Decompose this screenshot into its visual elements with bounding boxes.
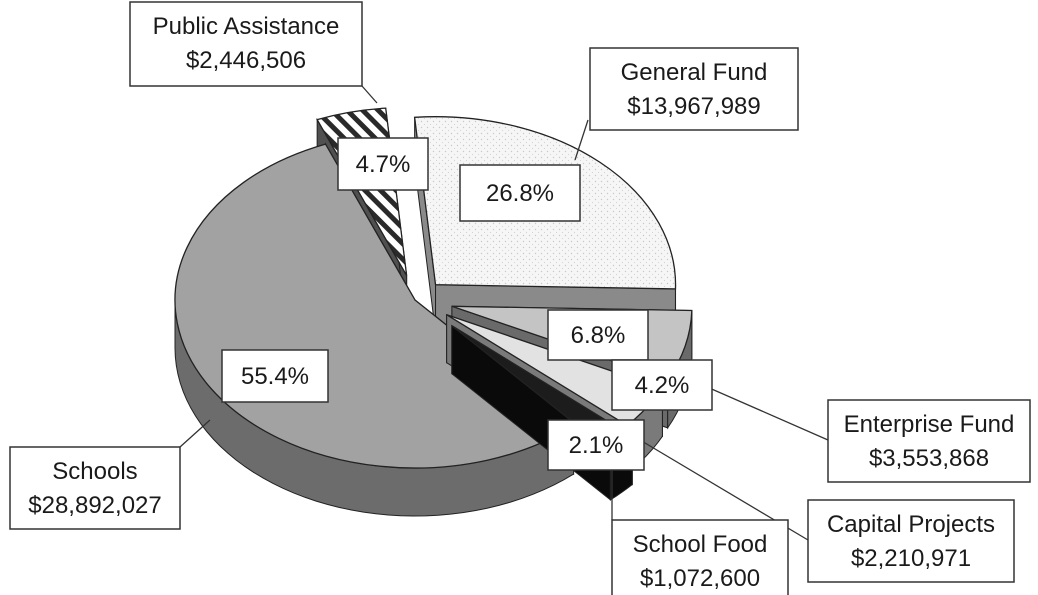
labels-school-food: 2.1% School Food $1,072,600: [547, 419, 789, 595]
leader-line-schools: [179, 419, 211, 448]
slice-name-schools: Schools: [52, 458, 137, 485]
name-box-capital-projects: [807, 499, 1015, 583]
labels-general-fund: 26.8% General Fund $13,967,989: [459, 47, 799, 222]
percent-label-public-assistance: 4.7%: [356, 151, 411, 178]
percent-box-capital-projects: [611, 359, 713, 411]
name-box-enterprise-fund: [827, 399, 1031, 483]
slice-name-capital-projects: Capital Projects: [827, 511, 995, 538]
labels-schools: 55.4% Schools $28,892,027: [9, 349, 329, 530]
percent-label-schools: 55.4%: [241, 363, 309, 390]
slice-amount-public-assistance: $2,446,506: [186, 47, 306, 74]
slice-amount-capital-projects: $2,210,971: [851, 545, 971, 572]
leader-line-public-assistance: [361, 85, 378, 104]
percent-label-capital-projects: 4.2%: [635, 372, 690, 399]
leader-line-general-fund: [574, 119, 589, 161]
slice-amount-enterprise-fund: $3,553,868: [869, 445, 989, 472]
slice-amount-schools: $28,892,027: [28, 492, 161, 519]
percent-box-schools: [221, 349, 329, 403]
name-box-general-fund: [589, 47, 799, 131]
percent-box-public-assistance: [337, 137, 429, 191]
percent-box-school-food: [547, 419, 645, 471]
slice-name-public-assistance: Public Assistance: [153, 13, 340, 40]
slice-name-general-fund: General Fund: [621, 59, 768, 86]
slice-name-school-food: School Food: [633, 531, 768, 558]
percent-label-general-fund: 26.8%: [486, 180, 554, 207]
slice-amount-general-fund: $13,967,989: [627, 93, 760, 120]
labels-enterprise-fund: 6.8% Enterprise Fund $3,553,868: [547, 309, 1031, 483]
labels-capital-projects: 4.2% Capital Projects $2,210,971: [611, 359, 1015, 583]
name-box-school-food: [611, 519, 789, 595]
name-box-schools: [9, 446, 181, 530]
percent-box-enterprise-fund: [547, 309, 649, 361]
percent-label-enterprise-fund: 6.8%: [571, 322, 626, 349]
slice-amount-school-food: $1,072,600: [640, 565, 760, 592]
percent-label-school-food: 2.1%: [569, 432, 624, 459]
slice-name-enterprise-fund: Enterprise Fund: [844, 411, 1015, 438]
name-box-public-assistance: [129, 1, 363, 87]
labels-public-assistance: 4.7% Public Assistance $2,446,506: [129, 1, 429, 191]
percent-box-general-fund: [459, 164, 581, 222]
slice-general-fund: [413, 116, 677, 338]
